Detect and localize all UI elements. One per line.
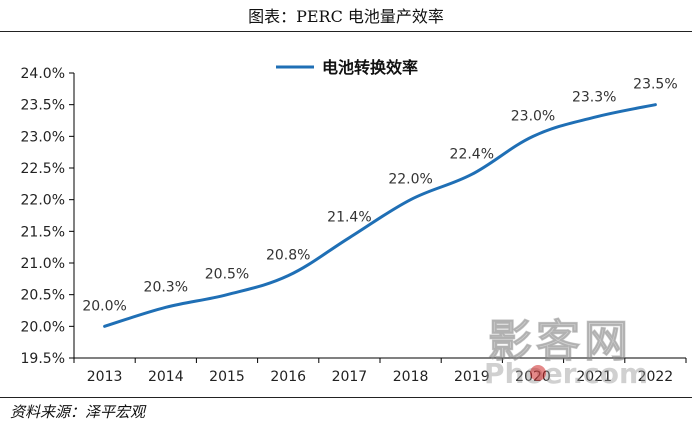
y-tick-label: 21.5% <box>21 224 65 240</box>
x-tick-label: 2014 <box>148 369 184 385</box>
y-tick-label: 20.0% <box>21 319 65 335</box>
y-tick-label: 19.5% <box>21 351 65 367</box>
x-tick-label: 2022 <box>638 369 674 385</box>
y-tick-label: 21.0% <box>21 256 65 272</box>
x-tick-label: 2013 <box>87 369 123 385</box>
data-label: 21.4% <box>327 210 371 226</box>
data-label: 20.8% <box>266 248 310 264</box>
bottom-rule <box>0 397 692 398</box>
data-label: 20.5% <box>205 267 249 283</box>
x-axis: 2013 2014 2015 2016 2017 2018 2019 2020 2021 2022 <box>73 357 687 385</box>
data-label: 23.0% <box>511 108 555 124</box>
y-tick-label: 22.5% <box>21 161 65 177</box>
x-tick-label: 2017 <box>332 369 368 385</box>
x-tick-label: 2018 <box>393 369 429 385</box>
y-tick-label: 23.5% <box>21 98 65 114</box>
top-rule <box>0 31 692 32</box>
x-tick-label: 2019 <box>454 369 490 385</box>
x-tick-label: 2020 <box>515 369 551 385</box>
x-tick-label: 2015 <box>209 369 245 385</box>
data-label: 20.3% <box>144 279 188 295</box>
y-tick-label: 20.5% <box>21 288 65 304</box>
data-label: 22.4% <box>450 146 494 162</box>
y-tick-label: 22.0% <box>21 193 65 209</box>
data-labels: 20.0% 20.3% 20.5% 20.8% 21.4% 22.0% 22.4% 23.0%… <box>82 77 677 315</box>
data-label: 23.3% <box>572 89 616 105</box>
x-tick-label: 2021 <box>576 369 612 385</box>
legend-label: 电池转换效率 <box>322 58 418 77</box>
figure-title: 图表：PERC 电池量产效率 <box>248 7 444 26</box>
y-tick-label: 24.0% <box>21 66 65 82</box>
y-tick-label: 23.0% <box>21 129 65 145</box>
x-tick-label: 2016 <box>270 369 306 385</box>
data-label: 23.5% <box>633 77 677 93</box>
data-label: 20.0% <box>82 298 126 314</box>
source-note: 资料来源：泽平宏观 <box>10 403 146 421</box>
series-line <box>103 103 657 328</box>
y-axis: 19.5% 20.0% 20.5% 21.0% 21.5% 22.0% 22.5% 23.0%… <box>21 66 75 367</box>
line-chart: 19.5% 20.0% 20.5% 21.0% 21.5% 22.0% 22.5% 23.0%… <box>21 58 687 385</box>
data-label: 22.0% <box>388 172 432 188</box>
series-efficiency <box>103 103 657 328</box>
legend: 电池转换效率 <box>276 58 418 77</box>
